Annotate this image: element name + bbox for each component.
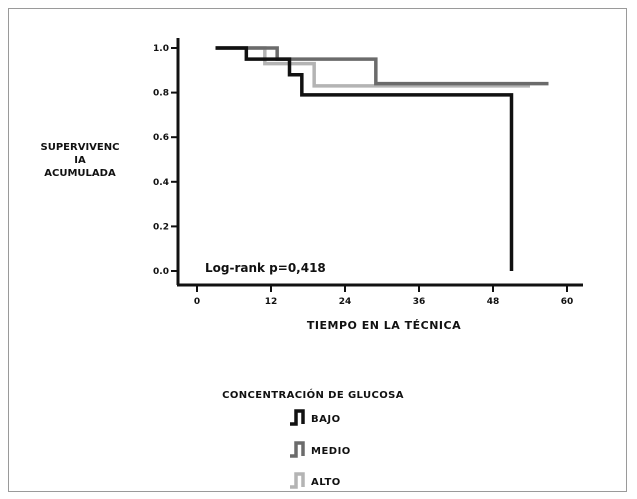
legend-label-alto: ALTO <box>311 477 341 488</box>
series-line-medio <box>215 46 549 86</box>
y-tick-label: 0.4 <box>153 178 169 188</box>
figure-frame <box>8 8 627 492</box>
y-axis-label: SUPERVIVENC IA ACUMULADA <box>41 142 120 179</box>
y-tick-label: 0.2 <box>153 222 169 232</box>
y-axis-label-line-2: IA <box>74 155 86 166</box>
x-tick-label: 36 <box>413 297 426 307</box>
legend-swatch-medio <box>290 441 305 458</box>
y-tick-label: 1.0 <box>153 44 169 54</box>
legend: CONCENTRACIÓN DE GLUCOSA BAJO MEDIO ALTO <box>222 388 404 489</box>
y-tick-label: 0.6 <box>153 133 169 143</box>
legend-title: CONCENTRACIÓN DE GLUCOSA <box>222 388 404 401</box>
series-line-alto <box>215 46 530 88</box>
series-line-bajo <box>215 46 514 271</box>
x-tick-label: 60 <box>561 297 574 307</box>
x-tick-label: 48 <box>487 297 500 307</box>
y-tick-label: 0.8 <box>153 89 169 99</box>
x-tick-label: 24 <box>339 297 352 307</box>
series-lines <box>215 46 549 271</box>
legend-label-medio: MEDIO <box>311 446 351 457</box>
y-axis-label-line-3: ACUMULADA <box>44 168 116 179</box>
legend-swatch-alto <box>290 472 305 489</box>
y-tick-label: 0.0 <box>153 267 169 277</box>
x-tick-label: 0 <box>194 297 200 307</box>
legend-label-bajo: BAJO <box>311 414 341 425</box>
logrank-annotation: Log-rank p=0,418 <box>205 261 326 275</box>
x-tick-label: 12 <box>265 297 278 307</box>
y-axis-label-line-1: SUPERVIVENC <box>41 142 120 153</box>
axes: 0.0 0.2 0.4 0.6 0.8 1.0 0 12 24 36 48 60 <box>153 38 583 307</box>
legend-swatch-bajo <box>290 409 305 426</box>
x-axis-label: TIEMPO EN LA TÉCNICA <box>307 319 461 332</box>
